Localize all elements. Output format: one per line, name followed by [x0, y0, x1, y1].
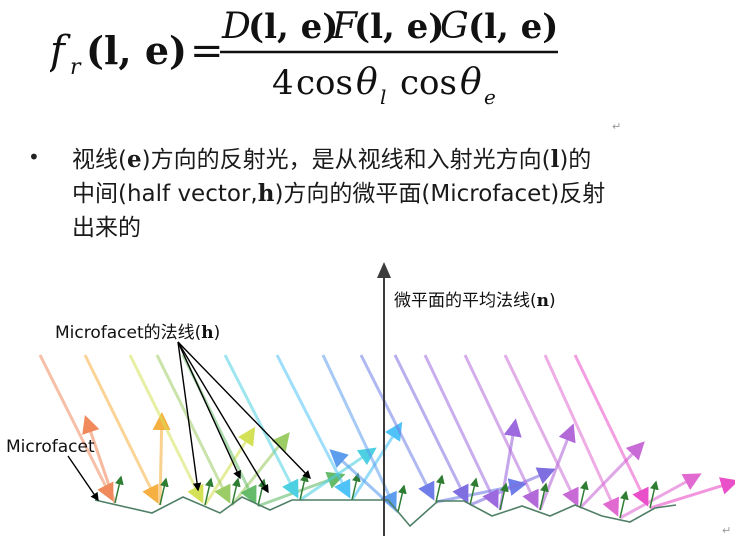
formula-D-args: (l, e) — [248, 7, 338, 47]
incident-ray — [543, 354, 620, 517]
incident-ray — [83, 354, 159, 504]
formula-F: F — [331, 6, 359, 47]
text-segment: )的 — [559, 147, 592, 173]
average-normal-arrowhead — [377, 262, 391, 278]
bullet-item: • 视线(e)方向的反射光，是从视线和入射光方向(l)的 中间(half vec… — [28, 143, 718, 245]
reflected-ray — [649, 477, 735, 510]
incident-ray — [423, 354, 499, 509]
symbol-e: e — [126, 146, 142, 173]
bullet-symbol: • — [28, 145, 40, 169]
formula-theta-1-sub: l — [380, 85, 386, 109]
formula-equals: = — [190, 28, 224, 74]
formula-G: G — [440, 6, 469, 47]
label-pointers — [67, 341, 311, 502]
reflected-ray — [538, 423, 576, 511]
microfacet-normal-arrow — [397, 484, 407, 513]
microfacet-surface — [94, 496, 677, 528]
bullet-text: 视线(e)方向的反射光，是从视线和入射光方向(l)的 中间(half vecto… — [72, 143, 718, 245]
microfacet-normal-arrow — [619, 490, 629, 519]
incident-ray — [223, 354, 299, 499]
formula-f-subscript: r — [70, 55, 82, 80]
reflected-ray — [152, 412, 171, 506]
formula-F-args: (l, e) — [354, 7, 444, 47]
reflected-ray — [498, 418, 522, 511]
microfacet-normal-arrow — [231, 477, 241, 506]
formula-theta-2-sub: e — [484, 85, 496, 109]
normal-pointer-line — [177, 341, 311, 480]
reflected-ray — [329, 449, 400, 514]
incident-ray — [38, 354, 114, 502]
microfacet-diagram: 微平面的平均法线(n) Microfacet的法线(h) Microfacet — [6, 262, 735, 536]
incident-ray — [503, 354, 579, 507]
reflected-ray — [619, 473, 702, 520]
incident-ray — [393, 354, 469, 504]
microfacet-normal-arrow — [579, 480, 589, 509]
microfacet-normal-arrow — [649, 480, 659, 509]
incident-ray — [128, 354, 204, 504]
formula-cos-2: cos — [400, 63, 457, 103]
reflected-ray — [350, 421, 403, 501]
normal-pointer-line — [177, 341, 269, 494]
formula-lhs-args: (l, e) — [86, 28, 187, 73]
text-segment: 中间(half vector, — [72, 181, 258, 207]
paragraph-mark: ↵ — [722, 524, 732, 537]
formula-G-args: (l, e) — [468, 7, 558, 47]
average-normal-label: 微平面的平均法线(n) — [394, 291, 556, 311]
microfacet-normal-arrow — [435, 474, 445, 503]
paragraph-mark: ↵ — [612, 120, 622, 133]
symbol-h: h — [257, 180, 275, 207]
formula-coef: 4 — [272, 63, 294, 103]
microfacet-normal-arrow — [114, 475, 124, 504]
brdf-formula: f r (l, e) = D (l, e) F (l, e) G (l, e) … — [50, 6, 558, 109]
microfacet-normal-arrow — [469, 477, 479, 506]
reflected-ray — [82, 414, 117, 504]
reflected-ray — [578, 441, 645, 510]
microfacet-normal-arrow — [204, 477, 214, 506]
incident-ray — [359, 354, 435, 501]
normal-pointer-line — [177, 341, 202, 492]
reflected-ray — [203, 426, 256, 506]
text-segment: 视线( — [72, 147, 127, 173]
formula-f: f — [50, 28, 71, 74]
text-segment: )方向的微平面(Microfacet)反射 — [274, 181, 606, 207]
formula-cos-1: cos — [296, 63, 353, 103]
bullet-line-3: 出来的 — [72, 215, 141, 241]
microfacet-normal-arrow — [499, 482, 509, 511]
formula-D: D — [221, 6, 251, 47]
incident-ray — [573, 354, 649, 507]
microfacet-normal-arrow — [351, 472, 361, 501]
symbol-l: l — [550, 146, 560, 173]
microfacet-label: Microfacet — [6, 437, 95, 457]
formula-theta-2: θ — [460, 62, 482, 103]
microfacet-pointer-line — [67, 455, 99, 502]
bullet-line-1: 视线(e)方向的反射光，是从视线和入射光方向(l)的 — [72, 143, 718, 177]
microfacet-normal-arrow — [539, 482, 549, 511]
incident-ray — [275, 354, 351, 499]
incident-ray — [463, 354, 539, 509]
incident-ray — [155, 354, 231, 504]
microfacet-normal-arrow — [159, 477, 169, 506]
text-segment: )方向的反射光，是从视线和入射光方向( — [141, 147, 551, 173]
bullet-line-2: 中间(half vector,h)方向的微平面(Microfacet)反射 — [72, 177, 718, 211]
microfacet-normal-label: Microfacet的法线(h) — [55, 323, 220, 343]
normal-pointer-line — [177, 341, 241, 480]
formula-theta-1: θ — [356, 62, 378, 103]
